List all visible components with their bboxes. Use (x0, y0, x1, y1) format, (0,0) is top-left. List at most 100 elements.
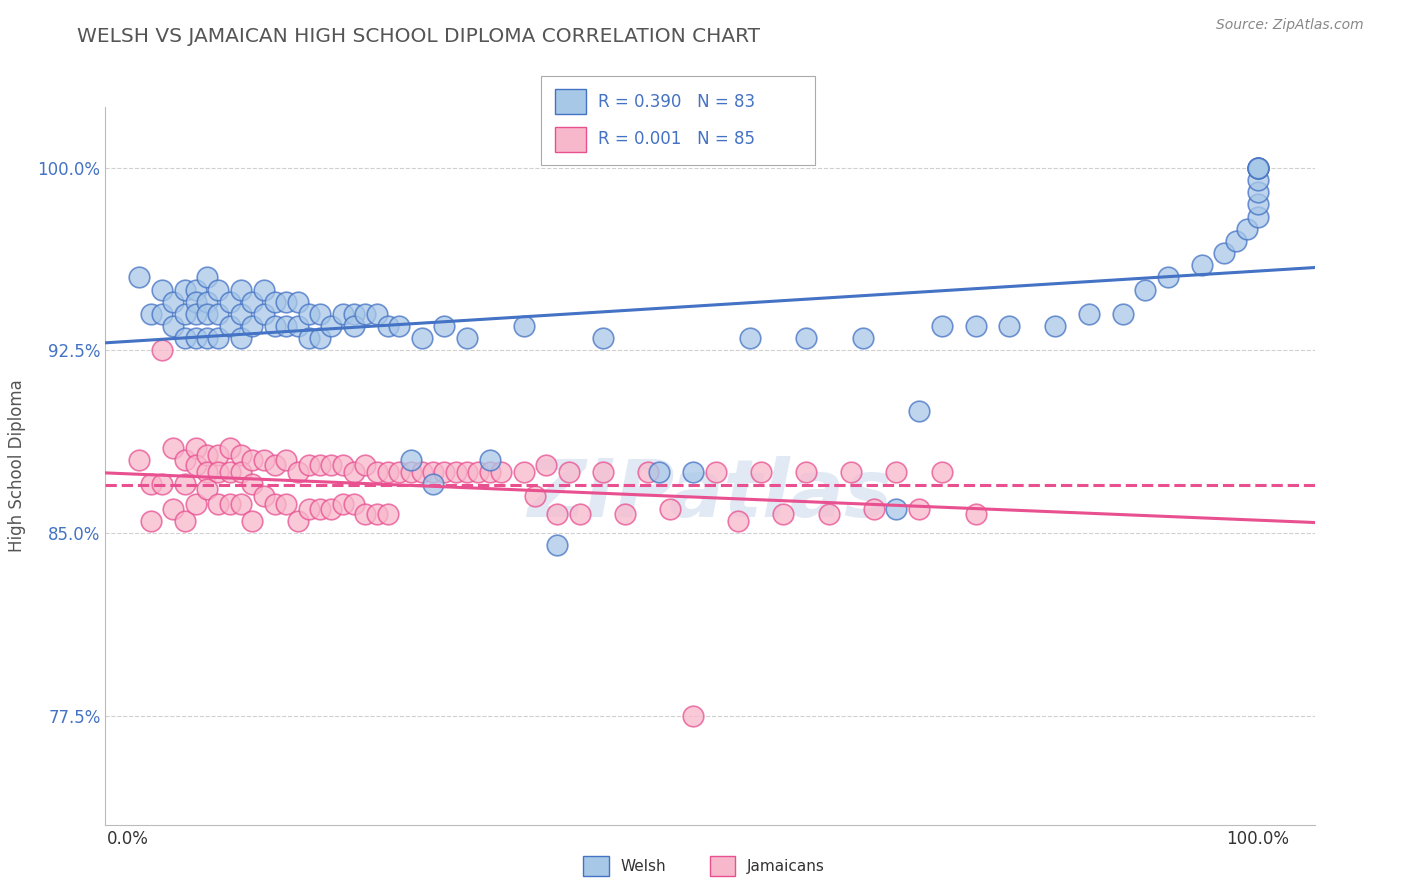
Point (1133, 283, 1156, 297)
Point (276, 319, 298, 334)
Point (139, 477, 162, 491)
Point (1236, 221, 1258, 235)
Point (195, 307, 218, 321)
Point (276, 294, 298, 309)
Point (150, 343, 173, 358)
Point (682, 708, 704, 723)
Point (298, 501, 321, 516)
Text: Source: ZipAtlas.com: Source: ZipAtlas.com (1216, 18, 1364, 32)
Point (207, 448, 229, 462)
Point (908, 501, 931, 516)
Point (195, 448, 218, 462)
Point (614, 507, 637, 521)
Point (863, 501, 886, 516)
Text: Jamaicans: Jamaicans (747, 859, 824, 873)
Point (253, 453, 276, 467)
Point (399, 453, 422, 467)
Point (184, 307, 207, 321)
Point (150, 477, 173, 491)
Point (354, 507, 377, 521)
Point (173, 477, 195, 491)
Point (229, 331, 252, 345)
Y-axis label: High School Diploma: High School Diploma (8, 380, 27, 552)
Point (794, 331, 817, 345)
Point (184, 441, 207, 455)
Point (478, 465, 501, 479)
Point (965, 507, 987, 521)
Point (592, 331, 614, 345)
Point (411, 331, 433, 345)
Point (852, 331, 875, 345)
Point (240, 514, 263, 528)
Point (287, 465, 309, 479)
Point (377, 507, 399, 521)
Point (321, 319, 343, 334)
Point (817, 507, 839, 521)
Point (546, 507, 568, 521)
Point (569, 507, 592, 521)
Point (886, 465, 908, 479)
Point (264, 497, 287, 511)
Point (253, 490, 276, 504)
Point (184, 497, 207, 511)
Point (287, 294, 309, 309)
Point (1077, 307, 1099, 321)
Point (444, 465, 467, 479)
Point (456, 331, 478, 345)
Point (839, 465, 862, 479)
Point (195, 294, 218, 309)
Point (309, 501, 332, 516)
Point (738, 331, 761, 345)
Point (422, 465, 444, 479)
Point (388, 465, 411, 479)
Point (321, 458, 343, 472)
Point (150, 283, 173, 297)
Point (637, 465, 659, 479)
Point (139, 514, 162, 528)
Point (150, 307, 173, 321)
Point (332, 497, 354, 511)
Point (366, 507, 388, 521)
Point (195, 482, 218, 496)
Point (253, 283, 276, 297)
Point (1247, 161, 1270, 175)
Point (264, 319, 287, 334)
Point (998, 319, 1021, 334)
Point (321, 501, 343, 516)
Point (173, 307, 195, 321)
Point (253, 307, 276, 321)
Point (128, 270, 150, 285)
Point (184, 331, 207, 345)
Point (772, 507, 794, 521)
Point (229, 307, 252, 321)
Point (659, 501, 682, 516)
Point (489, 465, 512, 479)
Point (886, 501, 908, 516)
Point (207, 307, 229, 321)
Point (343, 465, 366, 479)
Point (931, 465, 953, 479)
Point (1111, 307, 1133, 321)
Point (128, 453, 150, 467)
Point (162, 501, 184, 516)
Point (162, 294, 184, 309)
Point (512, 465, 534, 479)
Point (1213, 246, 1236, 260)
Point (309, 331, 332, 345)
Point (139, 307, 162, 321)
Point (173, 331, 195, 345)
Point (558, 465, 581, 479)
Point (1247, 210, 1270, 224)
Point (218, 294, 240, 309)
Point (1247, 186, 1270, 200)
Point (1043, 319, 1066, 334)
Point (467, 465, 489, 479)
Point (388, 319, 411, 334)
Text: WELSH VS JAMAICAN HIGH SCHOOL DIPLOMA CORRELATION CHART: WELSH VS JAMAICAN HIGH SCHOOL DIPLOMA CO… (77, 27, 761, 45)
Point (162, 441, 184, 455)
Point (298, 458, 321, 472)
Point (309, 458, 332, 472)
Point (343, 307, 366, 321)
Point (184, 294, 207, 309)
Point (1157, 270, 1180, 285)
